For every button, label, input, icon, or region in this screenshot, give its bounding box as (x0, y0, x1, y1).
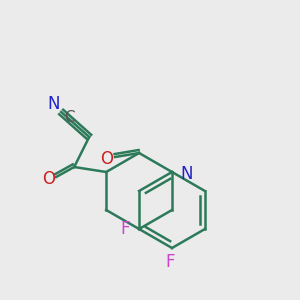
Text: O: O (42, 170, 55, 188)
Text: N: N (47, 95, 59, 113)
Text: C: C (64, 110, 74, 124)
Text: N: N (180, 165, 193, 183)
Text: F: F (120, 220, 130, 238)
Text: F: F (165, 253, 175, 271)
Text: O: O (100, 150, 114, 168)
